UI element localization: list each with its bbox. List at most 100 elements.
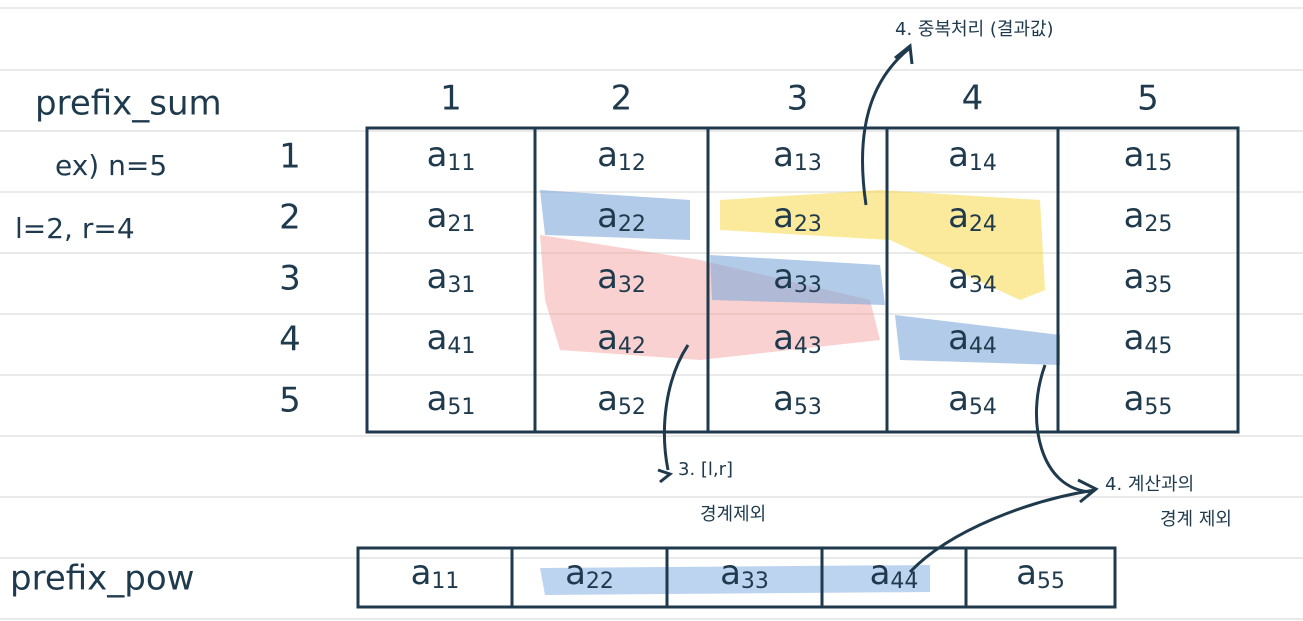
note: 3. [l,r] [678,459,733,480]
matrix-cell: a11 [427,135,476,177]
matrix-cell-letter: a [427,257,448,297]
matrix-cell-index: 55 [1144,395,1172,420]
pow-cell-index: 22 [586,569,614,594]
matrix-cell-letter: a [597,379,618,419]
matrix-grid [365,126,1240,434]
matrix-cell: a24 [948,196,997,238]
matrix-cell-letter: a [773,318,794,358]
pow-cell-index: 44 [890,569,918,594]
matrix-cell-index: 53 [794,395,822,420]
highlights [540,190,1060,595]
matrix-cell-letter: a [773,135,794,175]
matrix-cell: a55 [1124,379,1173,421]
matrix-cell: a45 [1124,318,1173,360]
matrix-cell: a32 [597,257,646,299]
pow-grid [356,546,1117,609]
matrix-cell: a41 [427,318,476,360]
matrix-cell-index: 43 [794,334,822,359]
matrix-cell-letter: a [948,196,969,236]
matrix-cell: a33 [773,257,822,299]
title: prefix_sum [35,84,222,124]
column-header: 1 [440,79,462,119]
matrix-cell-index: 44 [969,334,997,359]
matrix-cell-index: 51 [447,395,475,420]
matrix-cell-letter: a [948,257,969,297]
row-header: 2 [279,198,301,238]
note: 4. 계산과의 [1105,474,1194,495]
arrows [657,43,1099,574]
column-header: 5 [1137,79,1159,119]
row-header: 3 [279,259,301,299]
column-header: 2 [611,79,633,119]
matrix-cell-index: 23 [794,212,822,237]
matrix-cell-letter: a [597,135,618,175]
example-line: ex) n=5 [55,149,167,182]
pow-cell-letter: a [870,553,891,593]
row-header: 5 [279,381,301,421]
matrix-cell-index: 24 [969,212,997,237]
matrix-cell-letter: a [948,135,969,175]
pow-cell-index: 33 [741,569,769,594]
matrix-cell: a34 [948,257,997,299]
matrix-cell-index: 15 [1144,151,1172,176]
pow-label: prefix_pow [10,559,194,599]
pow-cell-index: 11 [431,569,459,594]
matrix-cell: a31 [427,257,476,299]
matrix-cell-letter: a [1124,135,1145,175]
matrix-cell: a43 [773,318,822,360]
matrix-cell-index: 14 [969,151,997,176]
matrix-cell-letter: a [1124,318,1145,358]
note: 경계 제외 [1160,509,1232,530]
matrix-cell-index: 25 [1144,212,1172,237]
matrix-cell: a12 [597,135,646,177]
matrix-cell-letter: a [597,196,618,236]
matrix-cell-letter: a [597,257,618,297]
matrix-cell-letter: a [427,135,448,175]
matrix-cell-letter: a [1124,196,1145,236]
matrix-cell-letter: a [773,257,794,297]
pow-cell-index: 55 [1037,569,1065,594]
matrix-cell: a25 [1124,196,1173,238]
matrix-cell-letter: a [948,318,969,358]
pow-cell: a55 [1016,553,1065,595]
matrix-cell-index: 42 [618,334,646,359]
matrix-cell-index: 52 [618,395,646,420]
pow-cell-letter: a [411,553,432,593]
column-header: 4 [962,79,984,119]
matrix-cell-index: 35 [1144,273,1172,298]
matrix-cell: a54 [948,379,997,421]
matrix-cell-letter: a [427,318,448,358]
matrix-cell: a51 [427,379,476,421]
matrix-cell: a35 [1124,257,1173,299]
pow-cell: a33 [720,553,769,595]
paper-lines [0,7,1303,620]
pow-cell-letter: a [565,553,586,593]
matrix-cell: a14 [948,135,997,177]
matrix-cell: a22 [597,196,646,238]
matrix-cell-letter: a [1124,257,1145,297]
pow-cell: a22 [565,553,614,595]
note: 경계제외 [700,504,766,525]
pow-cell-letter: a [1016,553,1037,593]
matrix-cell-letter: a [773,196,794,236]
matrix-cell-index: 21 [447,212,475,237]
example-line: l=2, r=4 [15,212,135,245]
pow-cell: a11 [411,553,460,595]
matrix-cell-letter: a [948,379,969,419]
matrix-cell-index: 32 [618,273,646,298]
matrix-cell-index: 33 [794,273,822,298]
matrix-cell-index: 12 [618,151,646,176]
matrix-cell: a21 [427,196,476,238]
pow-cell-letter: a [720,553,741,593]
matrix-cell-index: 54 [969,395,997,420]
matrix-cell-index: 31 [447,273,475,298]
note: 4. 중복처리 (결과값) [895,19,1054,40]
matrix-cell-letter: a [427,379,448,419]
matrix-cell-index: 11 [447,151,475,176]
pow-cell: a44 [870,553,919,595]
matrix-cell: a52 [597,379,646,421]
matrix-cell: a42 [597,318,646,360]
row-header: 4 [279,320,301,360]
column-header: 3 [787,79,809,119]
